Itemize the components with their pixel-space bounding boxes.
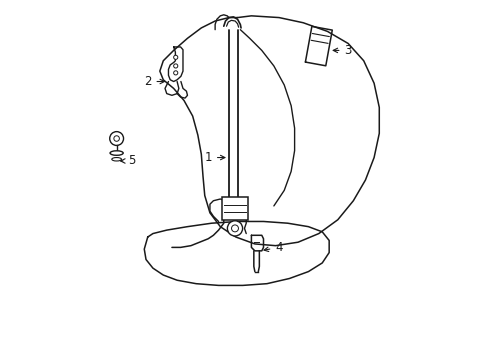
Circle shape: [227, 221, 242, 236]
Circle shape: [173, 64, 178, 68]
Text: 3: 3: [332, 44, 351, 57]
Text: 2: 2: [143, 75, 164, 88]
Text: 4: 4: [264, 241, 282, 254]
Ellipse shape: [110, 151, 123, 155]
Text: 1: 1: [204, 151, 224, 164]
Ellipse shape: [112, 158, 121, 161]
Circle shape: [109, 132, 123, 145]
Circle shape: [173, 71, 178, 75]
Circle shape: [231, 225, 238, 232]
FancyBboxPatch shape: [222, 197, 247, 220]
Circle shape: [114, 136, 119, 141]
Circle shape: [173, 55, 178, 59]
Text: 5: 5: [121, 154, 136, 167]
